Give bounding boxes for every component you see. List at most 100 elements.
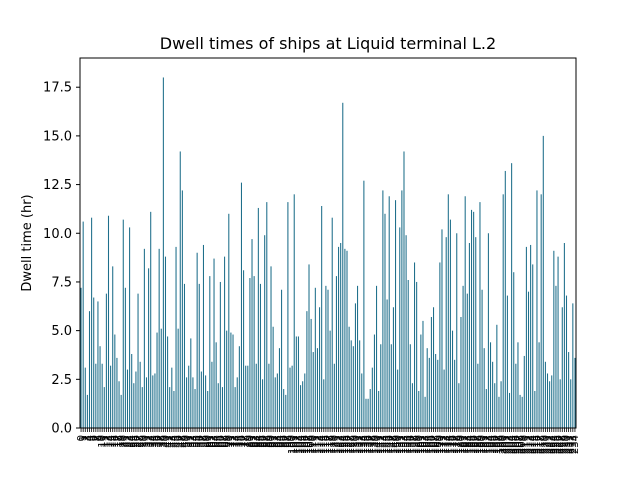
bar — [348, 326, 350, 428]
x-tick-label: 159 — [412, 435, 423, 454]
bar — [196, 252, 198, 428]
x-tick-label: 153 — [399, 435, 410, 454]
x-tick-label: 50 — [182, 435, 193, 448]
bar — [361, 373, 363, 428]
bar — [259, 283, 261, 428]
x-tick-label: 66 — [215, 435, 226, 448]
x-tick-label: 92 — [270, 435, 281, 448]
x-tick-label: 70 — [224, 435, 235, 448]
bar — [515, 363, 517, 428]
x-tick-label: 221 — [543, 435, 554, 454]
bar — [162, 77, 164, 428]
bar — [563, 243, 565, 428]
bar — [266, 202, 268, 428]
x-tick-label: 4 — [85, 435, 96, 441]
bar — [378, 391, 380, 428]
bar — [390, 344, 392, 428]
x-tick-label: 26 — [131, 435, 142, 448]
x-tick-label: 216 — [532, 435, 543, 454]
x-tick-label: 186 — [469, 435, 480, 454]
bar — [304, 373, 306, 428]
bar — [207, 391, 209, 428]
x-tick-label: 234 — [570, 435, 581, 454]
x-tick-label: 162 — [418, 435, 429, 454]
bar — [238, 346, 240, 428]
x-tick-label: 211 — [521, 435, 532, 454]
bar — [243, 270, 245, 428]
bar — [553, 250, 555, 428]
bar — [498, 396, 500, 428]
x-tick-label: 9 — [95, 435, 106, 441]
bar — [570, 379, 572, 428]
x-tick-label: 81 — [247, 435, 258, 448]
x-tick-label: 53 — [188, 435, 199, 448]
x-tick-label: 87 — [260, 435, 271, 448]
bar — [568, 352, 570, 428]
bar — [190, 338, 192, 428]
x-tick-label: 111 — [310, 435, 321, 454]
x-tick-label: 97 — [281, 435, 292, 448]
x-tick-label: 150 — [393, 435, 404, 454]
bar — [234, 387, 236, 428]
bar — [268, 363, 270, 428]
x-tick-label: 137 — [365, 435, 376, 454]
bar — [103, 387, 105, 428]
x-tick-label: 109 — [306, 435, 317, 454]
bar — [409, 344, 411, 428]
bar — [152, 375, 154, 428]
x-tick-label: 170 — [435, 435, 446, 454]
bar — [95, 363, 97, 428]
bar — [449, 219, 451, 428]
bar — [323, 379, 325, 428]
y-tick-label: 17.5 — [43, 81, 72, 96]
x-tick-label: 220 — [540, 435, 551, 454]
bar — [462, 285, 464, 428]
x-tick-label: 94 — [274, 435, 285, 448]
x-tick-label: 77 — [239, 435, 250, 448]
x-tick-label: 133 — [357, 435, 368, 454]
bar — [278, 348, 280, 428]
x-tick-label: 21 — [120, 435, 131, 448]
y-axis-ticks: 0.0 2.5 5.0 7.5 10.0 12.5 15.0 17.5 — [43, 81, 80, 437]
bar — [373, 334, 375, 428]
x-tick-label: 232 — [566, 435, 577, 454]
bar — [376, 285, 378, 428]
x-tick-label: 231 — [564, 435, 575, 454]
bar — [519, 394, 521, 428]
x-tick-label: 3 — [82, 435, 93, 441]
bar — [80, 287, 82, 428]
bar — [532, 264, 534, 428]
x-tick-label: 32 — [144, 435, 155, 448]
bar — [388, 196, 390, 428]
y-tick-label: 15.0 — [43, 129, 72, 144]
bar — [435, 354, 437, 428]
x-tick-label: 201 — [500, 435, 511, 454]
x-tick-label: 76 — [236, 435, 247, 448]
bar — [262, 379, 264, 428]
x-tick-label: 193 — [483, 435, 494, 454]
x-tick-label: 121 — [331, 435, 342, 454]
x-tick-label: 28 — [135, 435, 146, 448]
x-tick-label: 191 — [479, 435, 490, 454]
bar — [502, 194, 504, 428]
bar — [154, 373, 156, 428]
bar — [82, 221, 84, 428]
x-tick-label: 43 — [167, 435, 178, 448]
x-tick-label: 200 — [498, 435, 509, 454]
x-tick-label: 136 — [363, 435, 374, 454]
bar — [133, 383, 135, 428]
x-tick-label: 30 — [139, 435, 150, 448]
bar — [384, 213, 386, 428]
bar — [424, 396, 426, 428]
x-tick-label: 20 — [118, 435, 129, 448]
bar — [494, 383, 496, 428]
x-tick-label: 34 — [148, 435, 159, 448]
bar — [479, 202, 481, 428]
x-tick-label: 154 — [401, 435, 412, 454]
x-tick-label: 165 — [424, 435, 435, 454]
bar — [551, 375, 553, 428]
bar — [105, 293, 107, 428]
y-tick-label: 0.0 — [51, 422, 72, 437]
x-tick-label: 8 — [93, 435, 104, 441]
x-tick-label: 124 — [338, 435, 349, 454]
